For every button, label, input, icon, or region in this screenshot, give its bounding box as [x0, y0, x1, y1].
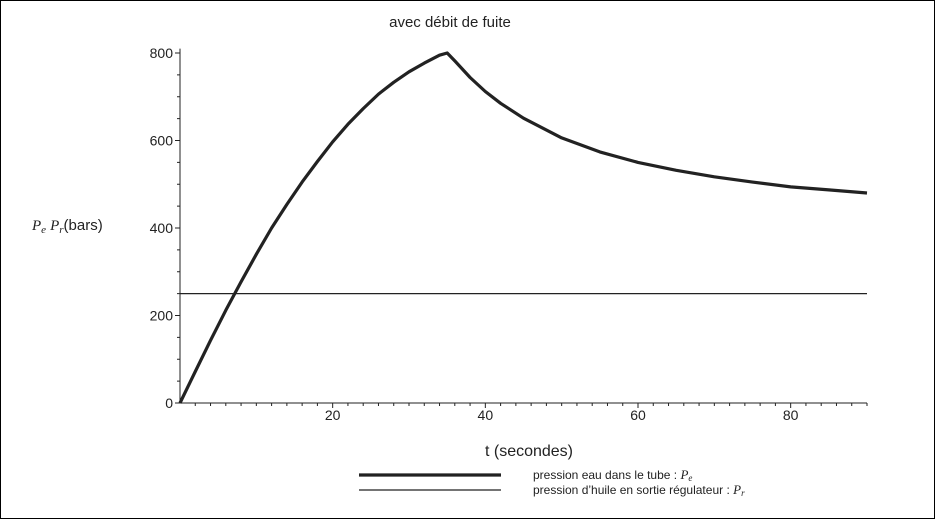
x-tick-label: 80 [783, 407, 799, 423]
legend-label-pe: pression eau dans le tube : Pe [533, 467, 692, 483]
series-line-pe [178, 51, 868, 404]
y-tick-label: 800 [150, 45, 174, 61]
x-axis-label: t (secondes) [485, 443, 573, 460]
y-label-sub-r: r [59, 224, 64, 236]
y-tick-label: 200 [150, 308, 174, 324]
legend-label-pr: pression d’huile en sortie régulateur : … [533, 482, 745, 498]
y-tick-label: 600 [150, 133, 174, 149]
axes: 0 200 400 600 800 20 40 60 80 [150, 45, 868, 423]
series-layer [178, 51, 868, 404]
y-tick-label: 400 [150, 220, 174, 236]
x-tick-label: 60 [630, 407, 646, 423]
y-label-p-r: P [49, 218, 59, 234]
y-label-sub-e: e [41, 224, 46, 236]
y-tick-label: 0 [165, 395, 173, 411]
y-label-unit: (bars) [64, 217, 103, 234]
x-tick-label: 20 [325, 407, 341, 423]
chart-title: avec débit de fuite [389, 14, 511, 31]
y-label-p-e: P [31, 218, 41, 234]
x-tick-label: 40 [478, 407, 494, 423]
y-axis-label: Pe Pr(bars) [31, 217, 103, 236]
